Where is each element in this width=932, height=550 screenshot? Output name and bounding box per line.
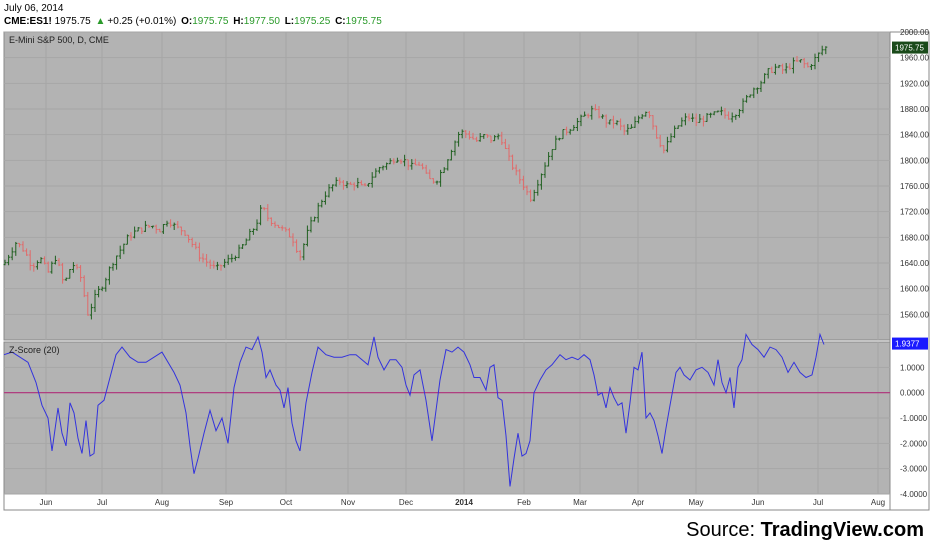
time-tick-label: Jul xyxy=(813,498,823,507)
zscore-series-line xyxy=(3,332,825,487)
zscore-last-tag xyxy=(892,337,928,350)
price-tick-label: 1800.00 xyxy=(900,156,929,165)
price-tick-label: 1600.00 xyxy=(900,285,929,294)
header-date: July 06, 2014 xyxy=(4,3,64,14)
price-tick-label: 2000.00 xyxy=(900,28,929,37)
time-tick-label: Sep xyxy=(219,498,234,507)
price-tick-label: 1680.00 xyxy=(900,233,929,242)
price-tick-label: 1840.00 xyxy=(900,131,929,140)
zscore-tick-label: -3.0000 xyxy=(900,465,928,474)
source-prefix: Source: xyxy=(686,519,761,541)
time-tick-label: Feb xyxy=(517,498,531,507)
time-tick-label: May xyxy=(688,498,703,507)
up-arrow-icon: ▲ xyxy=(95,16,106,27)
price-chart-title: E-Mini S&P 500, D, CME xyxy=(9,35,109,45)
header-last: 1975.75 xyxy=(54,16,91,27)
header-quote: CME:ES1! 1975.75 ▲ +0.25 (+0.01%) O:1975.… xyxy=(4,15,384,28)
price-tick-label: 1720.00 xyxy=(900,208,929,217)
zscore-last-label: 1.9377 xyxy=(895,340,920,349)
time-tick-label: Apr xyxy=(632,498,645,507)
time-tick-label: 2014 xyxy=(455,498,473,507)
time-tick-label: Jun xyxy=(752,498,765,507)
time-tick-label: Aug xyxy=(155,498,169,507)
time-tick-label: Aug xyxy=(871,498,885,507)
header-high-label: H: xyxy=(233,16,244,27)
price-tick-label: 1920.00 xyxy=(900,79,929,88)
price-tick-label: 1560.00 xyxy=(900,310,929,319)
time-tick-label: Oct xyxy=(280,498,293,507)
header-close-value: 1975.75 xyxy=(345,16,382,27)
header-low-label: L: xyxy=(284,16,295,27)
zscore-tick-label: 1.0000 xyxy=(900,363,925,372)
price-tick-label: 1880.00 xyxy=(900,105,929,114)
zscore-tick-label: -2.0000 xyxy=(900,439,928,448)
header-low-value: 1975.25 xyxy=(294,16,331,27)
header-close-label: C: xyxy=(335,16,346,27)
zscore-tick-label: -1.0000 xyxy=(900,414,928,423)
zscore-tick-label: 0.0000 xyxy=(900,389,925,398)
zscore-tick-label: -4.0000 xyxy=(900,490,928,499)
price-axis-bg xyxy=(889,31,930,511)
price-tick-label: 1640.00 xyxy=(900,259,929,268)
source-name: TradingView.com xyxy=(760,519,924,541)
price-last-tag xyxy=(892,41,928,54)
price-tick-label: 1760.00 xyxy=(900,182,929,191)
header-open-label: O: xyxy=(181,16,193,27)
time-tick-label: Nov xyxy=(341,498,355,507)
time-tick-label: Jun xyxy=(40,498,53,507)
zscore-chart-title: Z-Score (20) xyxy=(9,345,60,355)
price-last-label: 1975.75 xyxy=(895,44,924,53)
source-credit: Source: TradingView.com xyxy=(686,519,924,542)
header-open-value: 1975.75 xyxy=(192,16,229,27)
time-tick-label: Jul xyxy=(97,498,107,507)
time-tick-label: Mar xyxy=(573,498,587,507)
header-high-value: 1977.50 xyxy=(243,16,280,27)
header-change: +0.25 (+0.01%) xyxy=(107,16,177,27)
chart-header: July 06, 2014 CME:ES1! 1975.75 ▲ +0.25 (+… xyxy=(4,2,384,28)
price-tick-label: 1960.00 xyxy=(900,54,929,63)
header-symbol: CME:ES1! xyxy=(4,16,52,27)
time-tick-label: Dec xyxy=(399,498,413,507)
